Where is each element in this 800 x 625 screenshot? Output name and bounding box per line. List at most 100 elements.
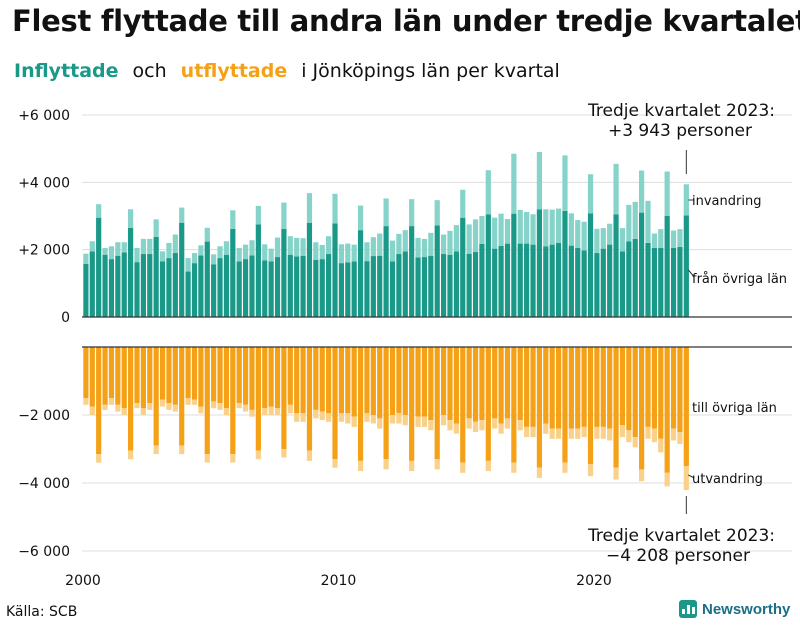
bar-utvandring <box>294 413 300 422</box>
bar-invandring <box>198 245 204 256</box>
bar-invandring <box>453 225 459 252</box>
bar-invandring <box>517 209 523 244</box>
bar-till-ovriga-lan <box>313 347 319 410</box>
bar-utvandring <box>268 406 274 415</box>
bar-till-ovriga-lan <box>453 347 459 424</box>
bar-utvandring <box>166 403 172 410</box>
bar-fran-ovriga-lan <box>242 259 249 317</box>
bar-fran-ovriga-lan <box>274 257 281 317</box>
bar-fran-ovriga-lan <box>453 251 459 317</box>
y-tick-label: 0 <box>61 310 70 326</box>
bar-fran-ovriga-lan <box>492 248 498 317</box>
bar-invandring <box>555 208 562 243</box>
annotation-bottom-line2: −4 208 personer <box>606 546 750 566</box>
bar-invandring <box>115 242 121 256</box>
bar-fran-ovriga-lan <box>102 254 108 317</box>
bar-till-ovriga-lan <box>185 347 191 398</box>
bar-utvandring <box>102 404 108 410</box>
bar-invandring <box>236 247 242 262</box>
bar-till-ovriga-lan <box>96 347 102 455</box>
bar-till-ovriga-lan <box>664 347 670 473</box>
bar-invandring <box>338 244 344 264</box>
bar-utvandring <box>345 413 351 424</box>
label-pointer-fran <box>687 269 695 278</box>
bar-utvandring <box>191 399 198 405</box>
bar-till-ovriga-lan <box>421 347 428 417</box>
newsworthy-logo: Newsworthy <box>679 600 790 618</box>
bar-till-ovriga-lan <box>115 347 121 405</box>
bar-fran-ovriga-lan <box>357 230 364 317</box>
bar-utvandring <box>651 428 657 443</box>
bar-utvandring <box>524 426 530 438</box>
bar-fran-ovriga-lan <box>530 244 536 317</box>
bar-till-ovriga-lan <box>357 347 364 461</box>
bar-fran-ovriga-lan <box>332 223 338 317</box>
bar-utvandring <box>447 420 453 431</box>
bar-invandring <box>383 198 389 227</box>
bar-till-ovriga-lan <box>140 347 146 409</box>
bar-fran-ovriga-lan <box>345 262 351 317</box>
x-tick-label: 2000 <box>65 573 101 589</box>
bar-fran-ovriga-lan <box>581 250 587 317</box>
bar-utvandring <box>619 425 626 438</box>
bar-utvandring <box>153 445 159 455</box>
bar-till-ovriga-lan <box>268 347 274 407</box>
bar-utvandring <box>594 426 600 439</box>
bar-invandring <box>262 244 268 261</box>
bar-invandring <box>498 213 504 246</box>
bar-till-ovriga-lan <box>262 347 268 409</box>
bar-utvandring <box>511 462 517 473</box>
bar-invandring <box>108 246 115 260</box>
bar-till-ovriga-lan <box>345 347 351 414</box>
bar-utvandring <box>402 415 408 426</box>
bar-invandring <box>102 247 108 255</box>
bar-utvandring <box>434 459 440 470</box>
bar-invandring <box>575 220 581 248</box>
bar-invandring <box>409 199 415 227</box>
bar-utvandring <box>658 438 664 453</box>
bar-invandring <box>543 209 549 247</box>
bar-till-ovriga-lan <box>447 347 453 421</box>
subtitle-connector: och <box>132 60 167 82</box>
bar-fran-ovriga-lan <box>159 261 166 317</box>
bar-fran-ovriga-lan <box>428 255 434 317</box>
bar-till-ovriga-lan <box>153 347 159 446</box>
bar-invandring <box>357 205 364 231</box>
bar-utvandring <box>555 428 562 439</box>
bar-fran-ovriga-lan <box>249 255 255 317</box>
bar-utvandring <box>568 428 574 439</box>
chart-subtitle: Inflyttade och utflyttade i Jönköpings län … <box>14 60 574 82</box>
bar-utvandring <box>236 403 242 409</box>
bar-invandring <box>562 155 568 211</box>
bar-invandring <box>364 242 370 262</box>
bar-utvandring <box>357 460 364 472</box>
bar-till-ovriga-lan <box>364 347 370 414</box>
bar-till-ovriga-lan <box>134 347 140 404</box>
bar-fran-ovriga-lan <box>172 253 178 317</box>
bar-utvandring <box>626 430 632 443</box>
bar-fran-ovriga-lan <box>294 256 300 317</box>
bar-utvandring <box>543 423 549 434</box>
annotation-bottom-line1: Tredje kvartalet 2023: <box>587 526 775 546</box>
bar-invandring <box>166 242 172 259</box>
bar-utvandring <box>600 426 606 439</box>
bar-invandring <box>134 247 140 263</box>
bar-till-ovriga-lan <box>428 347 434 421</box>
bar-fran-ovriga-lan <box>128 227 134 317</box>
bar-utvandring <box>319 411 325 421</box>
bar-till-ovriga-lan <box>217 347 223 404</box>
bar-fran-ovriga-lan <box>262 260 268 317</box>
bar-fran-ovriga-lan <box>281 228 287 317</box>
bar-invandring <box>326 236 332 255</box>
bar-utvandring <box>383 459 389 470</box>
bar-till-ovriga-lan <box>594 347 600 427</box>
bar-till-ovriga-lan <box>517 347 523 421</box>
bar-till-ovriga-lan <box>562 347 568 463</box>
bar-invandring <box>96 204 102 218</box>
bar-invandring <box>300 238 306 256</box>
bar-till-ovriga-lan <box>166 347 172 404</box>
bar-till-ovriga-lan <box>147 347 153 404</box>
newsworthy-logo-icon <box>679 600 697 618</box>
subtitle-region: i Jönköpings län per kvartal <box>301 60 560 82</box>
